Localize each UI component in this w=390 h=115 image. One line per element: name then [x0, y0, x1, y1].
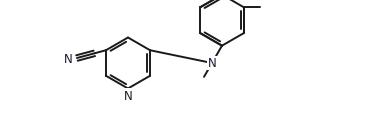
- Text: N: N: [207, 57, 216, 70]
- Text: N: N: [124, 89, 132, 102]
- Text: N: N: [64, 52, 73, 65]
